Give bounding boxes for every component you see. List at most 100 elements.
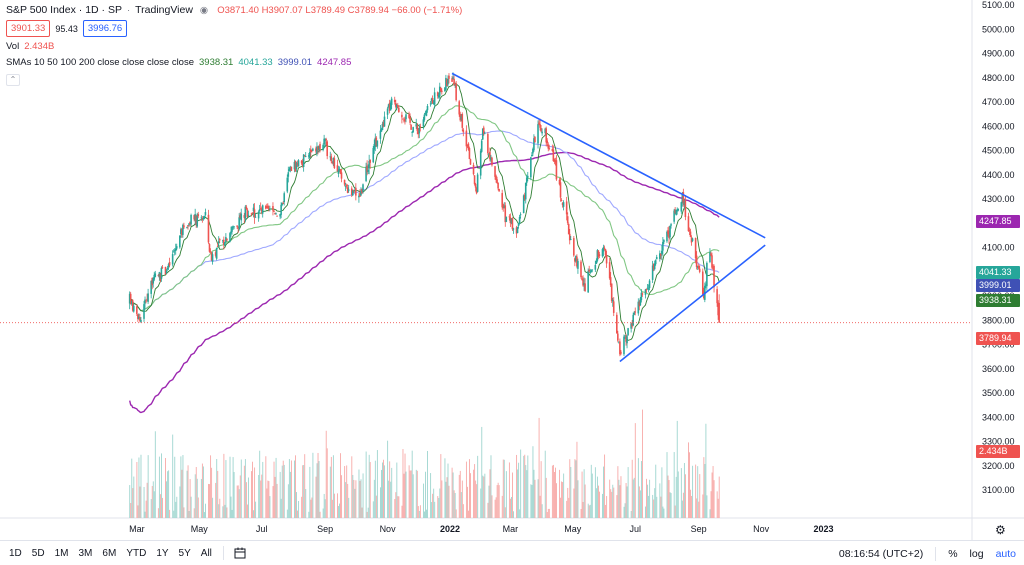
price-chart[interactable]: 5100.00 5000.00 4900.00 4800.00 4700.00 4600.…	[0, 0, 1024, 540]
candle-body[interactable]	[411, 132, 413, 133]
candle-body[interactable]	[588, 269, 590, 272]
candle-body[interactable]	[131, 300, 134, 311]
candle-body[interactable]	[350, 188, 353, 195]
candle-body[interactable]	[531, 154, 533, 157]
candle-body[interactable]	[596, 250, 599, 261]
candle-body[interactable]	[225, 237, 227, 243]
candle-body[interactable]	[274, 212, 276, 215]
eye-icon[interactable]: ◉	[199, 4, 209, 16]
candle-body[interactable]	[546, 140, 549, 144]
candle-body[interactable]	[232, 226, 234, 228]
candle-body[interactable]	[181, 228, 183, 236]
candle-body[interactable]	[166, 267, 169, 270]
candle-body[interactable]	[432, 103, 435, 104]
candle-body[interactable]	[183, 225, 185, 228]
candle-body[interactable]	[353, 190, 355, 191]
candle-body[interactable]	[441, 90, 443, 93]
candle-body[interactable]	[652, 264, 655, 269]
candle-body[interactable]	[644, 289, 647, 295]
candle-body[interactable]	[647, 288, 650, 290]
candle-body[interactable]	[491, 157, 493, 166]
candle-body[interactable]	[229, 233, 231, 242]
candle-body[interactable]	[201, 218, 204, 221]
candle-body[interactable]	[641, 293, 644, 295]
candle-body[interactable]	[326, 141, 328, 157]
candle-body[interactable]	[602, 247, 605, 252]
candle-body[interactable]	[398, 107, 400, 113]
candle-body[interactable]	[437, 94, 440, 98]
candle-body[interactable]	[601, 249, 604, 257]
candle-body[interactable]	[257, 211, 260, 219]
candle-body[interactable]	[188, 223, 190, 225]
collapse-legend-icon[interactable]: ⌃	[6, 74, 20, 86]
candle-body[interactable]	[591, 269, 594, 271]
candle-body[interactable]	[598, 254, 601, 257]
candle-body[interactable]	[583, 282, 585, 286]
candle-body[interactable]	[269, 208, 271, 210]
candle-body[interactable]	[237, 227, 239, 229]
candle-body[interactable]	[174, 248, 177, 251]
candle-body[interactable]	[454, 84, 456, 86]
candle-body[interactable]	[476, 174, 479, 192]
candle-body[interactable]	[504, 205, 507, 223]
candle-body[interactable]	[381, 123, 384, 130]
candle-body[interactable]	[154, 273, 157, 278]
ascending-trendline[interactable]	[619, 244, 766, 363]
candle-body[interactable]	[145, 300, 147, 302]
candle-body[interactable]	[651, 265, 654, 280]
candle-body[interactable]	[369, 159, 371, 163]
candle-body[interactable]	[561, 202, 564, 206]
candle-body[interactable]	[297, 160, 300, 167]
candle-body[interactable]	[445, 77, 447, 90]
candle-body[interactable]	[426, 106, 429, 111]
date-range-calendar-icon[interactable]	[234, 547, 246, 559]
candle-body[interactable]	[254, 216, 257, 218]
candle-body[interactable]	[338, 168, 341, 172]
candle-body[interactable]	[264, 206, 267, 209]
candle-body[interactable]	[346, 187, 349, 193]
candle-body[interactable]	[610, 283, 613, 301]
candle-body[interactable]	[231, 226, 233, 232]
candle-body[interactable]	[424, 112, 427, 114]
candle-body[interactable]	[597, 250, 600, 257]
candle-body[interactable]	[541, 131, 543, 134]
candle-body[interactable]	[683, 201, 686, 205]
candle-body[interactable]	[422, 119, 425, 127]
candle-body[interactable]	[303, 155, 306, 157]
candle-body[interactable]	[311, 150, 313, 152]
candle-body[interactable]	[202, 218, 205, 220]
candle-body[interactable]	[698, 268, 701, 272]
candle-body[interactable]	[522, 195, 525, 213]
candle-body[interactable]	[604, 249, 607, 256]
candle-body[interactable]	[537, 124, 539, 144]
candle-body[interactable]	[552, 149, 555, 162]
candle-body[interactable]	[367, 169, 369, 172]
range-6m-button[interactable]: 6M	[102, 547, 117, 559]
candle-body[interactable]	[223, 239, 225, 245]
candle-body[interactable]	[412, 127, 414, 133]
candle-body[interactable]	[640, 292, 643, 301]
candle-body[interactable]	[676, 210, 678, 212]
candle-body[interactable]	[587, 270, 589, 293]
candle-body[interactable]	[544, 128, 546, 133]
candle-body[interactable]	[612, 301, 615, 313]
candle-body[interactable]	[512, 228, 515, 230]
candle-body[interactable]	[152, 278, 155, 284]
candle-body[interactable]	[663, 239, 665, 243]
candle-body[interactable]	[200, 217, 203, 219]
candle-body[interactable]	[431, 98, 434, 104]
candle-body[interactable]	[214, 252, 217, 256]
candle-body[interactable]	[316, 146, 318, 154]
candle-body[interactable]	[438, 86, 441, 97]
candle-body[interactable]	[375, 137, 378, 146]
candle-body[interactable]	[695, 255, 698, 268]
candle-body[interactable]	[196, 214, 199, 227]
candle-body[interactable]	[347, 189, 350, 191]
candle-body[interactable]	[138, 316, 140, 319]
candle-body[interactable]	[625, 336, 627, 342]
candle-body[interactable]	[190, 214, 192, 225]
candle-body[interactable]	[562, 202, 565, 207]
candle-body[interactable]	[495, 175, 497, 180]
candle-body[interactable]	[439, 87, 442, 91]
candle-body[interactable]	[458, 101, 461, 115]
